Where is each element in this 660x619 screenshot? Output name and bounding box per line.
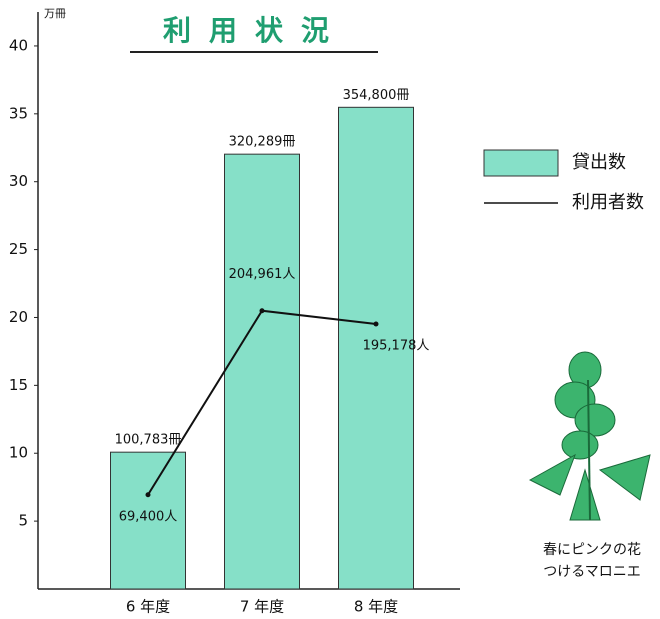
line-point — [259, 308, 265, 314]
y-unit-label: 万冊 — [44, 7, 66, 20]
bar — [224, 153, 300, 590]
line-value-label: 195,178人 — [363, 339, 430, 354]
y-tick-label: 20 — [9, 308, 28, 326]
bar-value-label: 354,800冊 — [343, 88, 410, 103]
bar — [338, 106, 414, 590]
y-tick-label: 40 — [9, 36, 28, 54]
annotation: つけるマロニエ — [543, 564, 640, 580]
y-tick-label: 30 — [9, 172, 28, 190]
legend-swatch — [483, 149, 559, 177]
y-tick-label: 15 — [9, 376, 28, 394]
legend-label: 貸出数 — [572, 152, 626, 173]
line-point — [373, 321, 379, 327]
line-value-label: 204,961人 — [229, 267, 296, 282]
y-tick-label: 25 — [9, 240, 28, 258]
bar-value-label: 100,783冊 — [115, 433, 182, 448]
bar-value-label: 320,289冊 — [229, 135, 296, 150]
x-tick-label: 8 年度 — [354, 598, 398, 616]
line-value-label: 69,400人 — [119, 509, 178, 524]
chart-title: 利用状況 — [163, 14, 347, 47]
y-tick-label: 5 — [18, 512, 28, 530]
x-tick-label: 6 年度 — [126, 598, 170, 616]
bar — [110, 451, 186, 590]
line-point — [145, 492, 151, 498]
plant-illustration — [528, 351, 651, 521]
y-tick-label: 35 — [9, 104, 28, 122]
y-tick-label: 10 — [9, 444, 28, 462]
annotation: 春にピンクの花 — [543, 542, 641, 558]
legend-label: 利用者数 — [572, 192, 644, 213]
x-tick-label: 7 年度 — [240, 598, 284, 616]
